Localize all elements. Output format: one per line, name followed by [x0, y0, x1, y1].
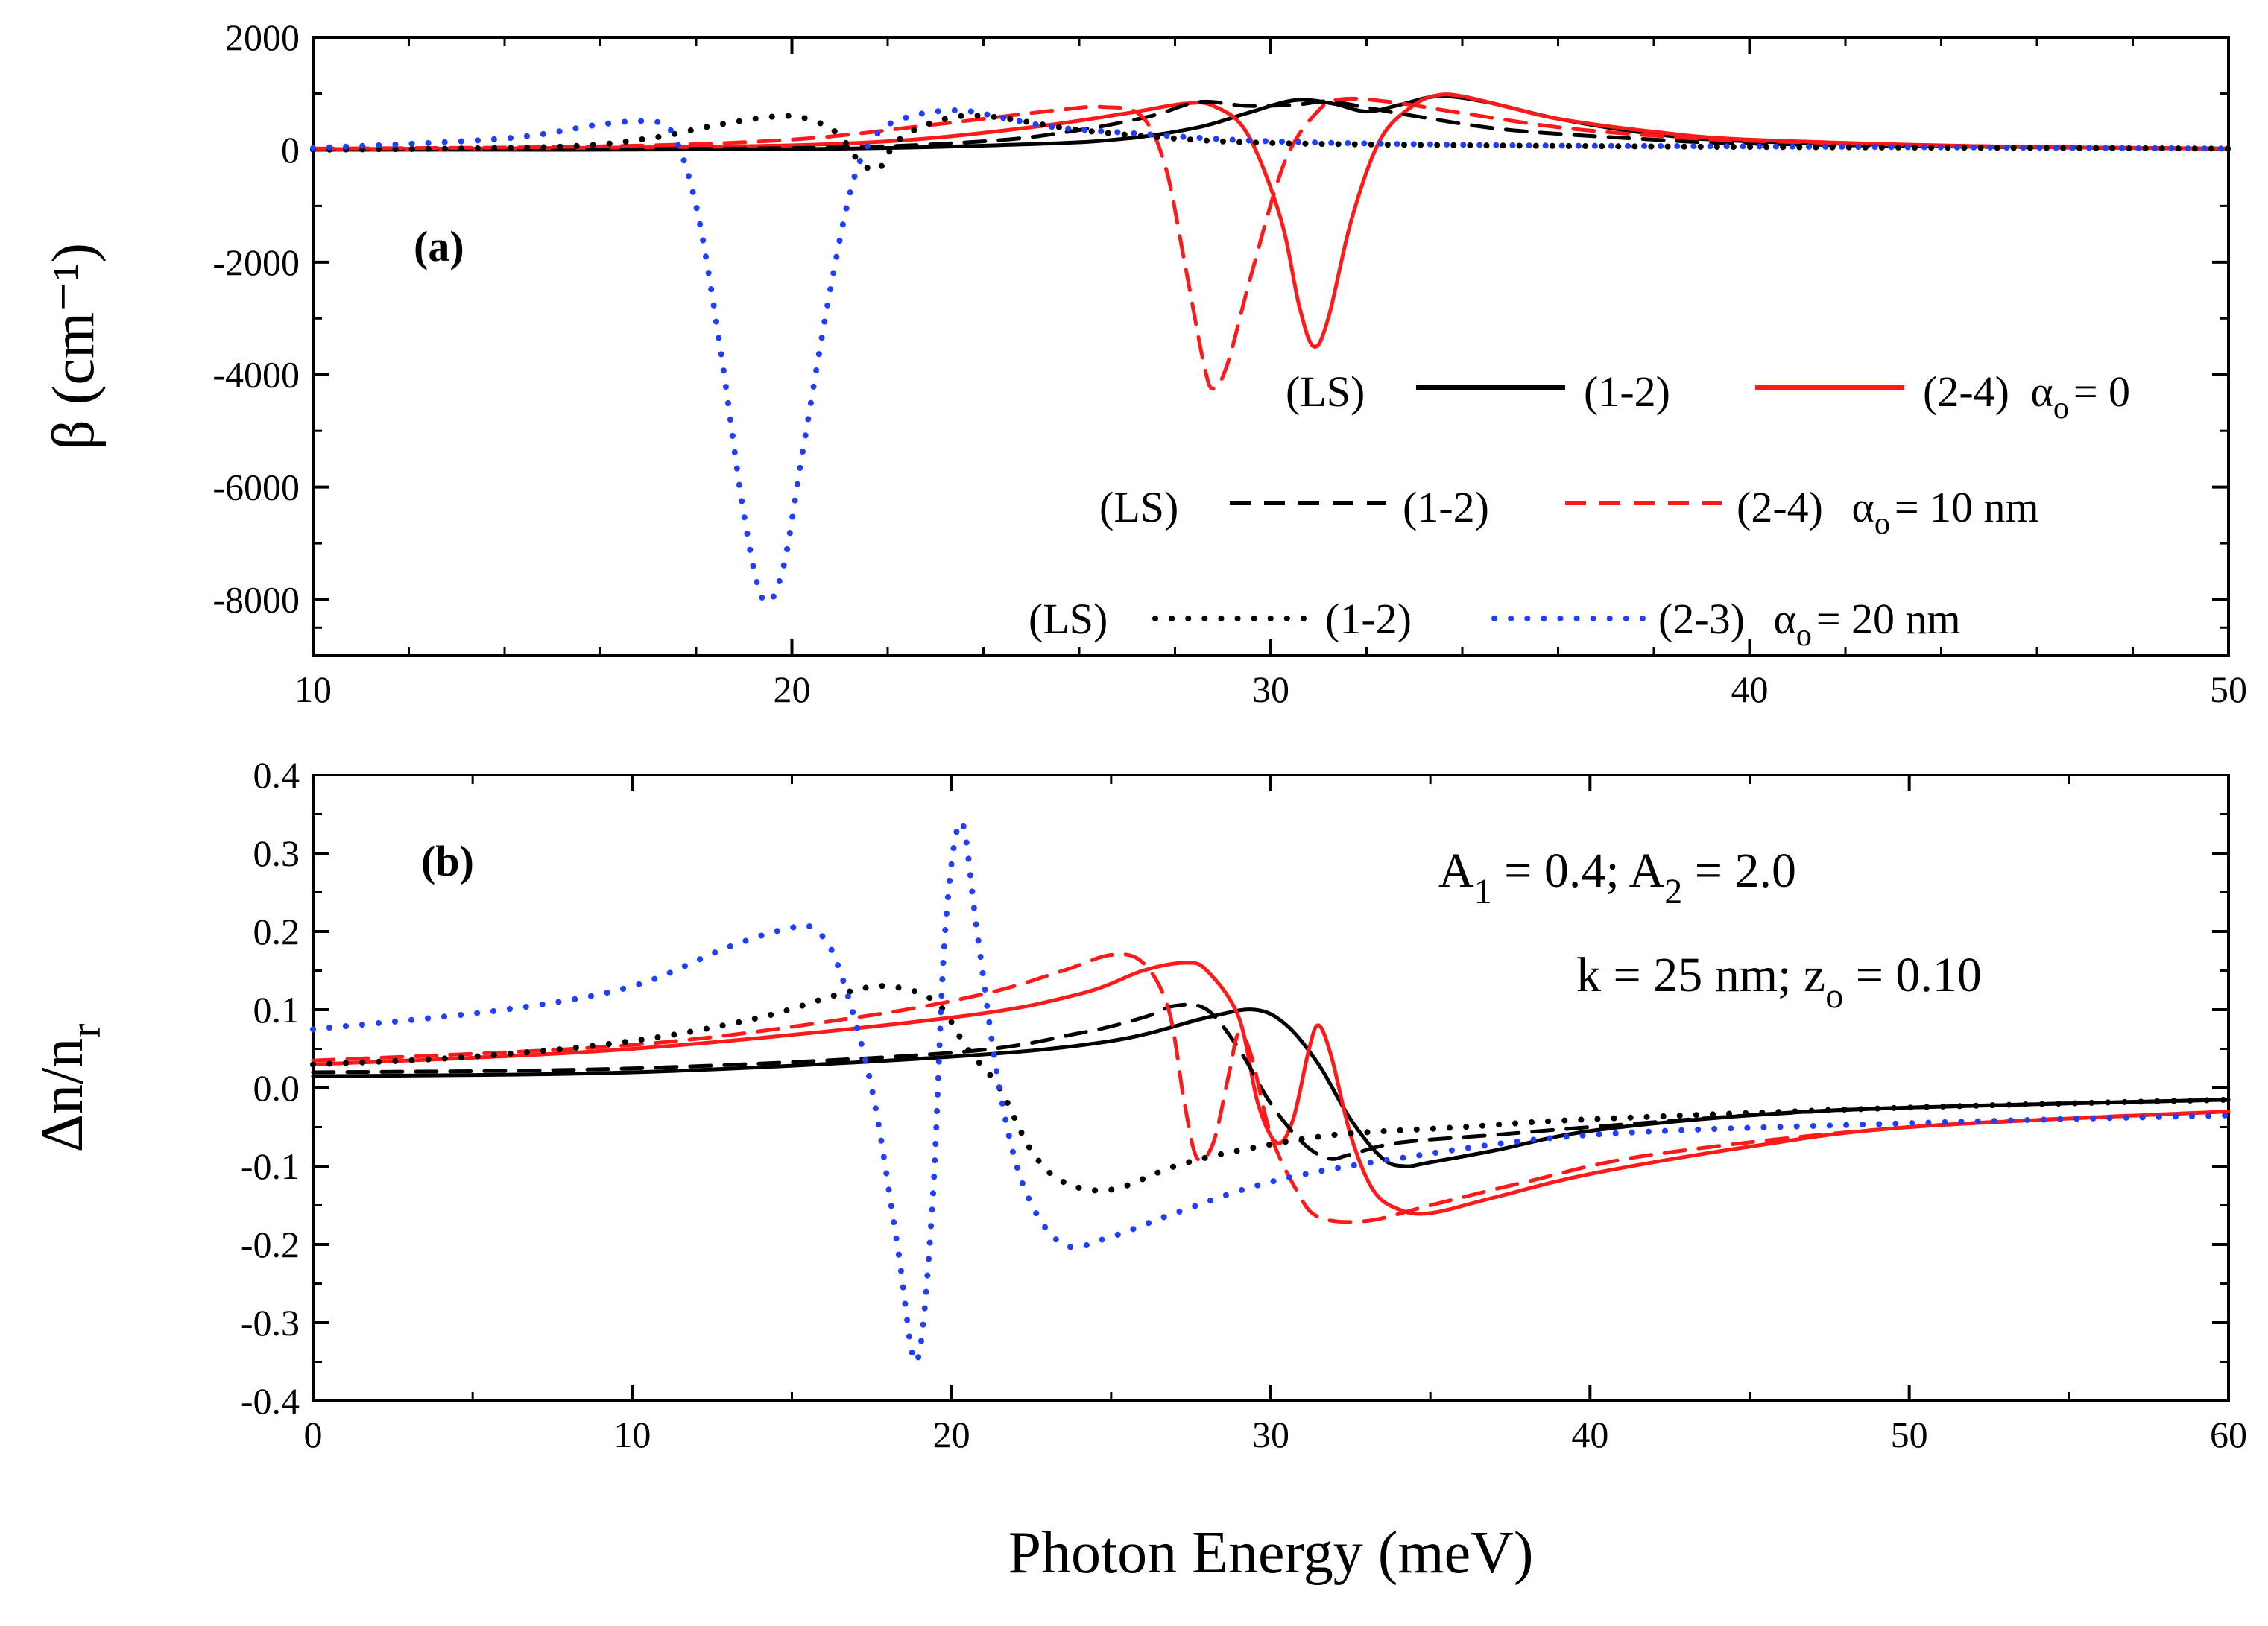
y-tick-label: -8000 [212, 579, 300, 621]
series-line-red-solid [311, 92, 2231, 349]
x-tick-label: 40 [1731, 668, 1769, 710]
y-tick-label: 0.4 [253, 754, 300, 796]
y-tick-label: -0.1 [241, 1145, 300, 1187]
series-line-red-dashed [311, 952, 2231, 1224]
legend-transition-label: (1-2) [1325, 595, 1412, 643]
legend-row-2: (LS) (1-2) (2-4) αo = 10 nm [1099, 483, 2039, 541]
legend-row-1: (LS) (1-2) (2-4) αo = 0 [1286, 367, 2130, 426]
legend-transition-label: (1-2) [1584, 367, 1670, 416]
series-line-black-dashed [311, 99, 2231, 152]
panel-a-series-group [310, 92, 2231, 606]
y-tick-label: 0.1 [253, 989, 300, 1031]
panel-a-label: (a) [414, 222, 464, 271]
panel-a-frame [312, 36, 2230, 657]
x-tick-label: 20 [933, 1414, 970, 1455]
series-line-red-solid [311, 961, 2231, 1216]
panel-a-ticks: 10 20 30 40 50 2000 0 -2000 -4000 -6000 -8000 [212, 16, 2247, 710]
x-tick-label: 40 [1571, 1414, 1608, 1455]
panel-b-label: (b) [421, 837, 474, 885]
y-tick-label: -0.2 [241, 1224, 300, 1265]
x-tick-label: 10 [294, 668, 332, 710]
x-tick-label: 30 [1252, 1414, 1289, 1455]
y-tick-label: 0.2 [253, 911, 300, 952]
x-tick-label: 10 [613, 1414, 651, 1455]
series-line-black-dotted [310, 983, 2231, 1194]
series-line-black-dotted [310, 113, 2231, 174]
panel-b-series-group [310, 819, 2231, 1365]
panel-b-ticks: 0 10 20 30 40 50 60 0.4 0.3 0.2 0.1 0.0 -0.1 -0.2 -0.3… [241, 754, 2247, 1455]
x-tick-label: 50 [1891, 1414, 1928, 1455]
legend-ls-label: (LS) [1099, 483, 1178, 531]
panel-b-chart: 0 10 20 30 40 50 60 0.4 0.3 0.2 0.1 0.0 -0.1 -0.2 -0.3… [30, 754, 2247, 1455]
panel-a-y-axis-title: β (cm⁻¹) [41, 243, 107, 450]
legend-transition-label: (1-2) [1403, 483, 1489, 531]
y-tick-label: -0.4 [241, 1380, 300, 1422]
y-tick-label: -0.3 [241, 1302, 300, 1344]
y-tick-label: -4000 [212, 354, 300, 396]
series-line-blue-dotted [310, 819, 2231, 1365]
y-tick-label: 0.3 [253, 832, 300, 874]
legend-row-3: (LS) (1-2) (2-3) αo = 20 nm [1029, 595, 1961, 653]
x-tick-label: 20 [774, 668, 811, 710]
x-tick-label: 30 [1252, 668, 1289, 710]
legend-transition-label: (2-4) αo = 0 [1923, 367, 2130, 426]
x-tick-label: 50 [2210, 668, 2247, 710]
y-tick-label: 2000 [225, 16, 300, 58]
x-tick-label: 60 [2210, 1414, 2247, 1455]
y-tick-label: 0 [281, 129, 300, 171]
legend-transition-label: (2-3) αo = 20 nm [1658, 595, 1961, 653]
legend-ls-label: (LS) [1029, 595, 1108, 643]
parameter-annotation-2: k = 25 nm; zo = 0.10 [1576, 948, 1982, 1016]
y-tick-label: -2000 [212, 241, 300, 283]
x-tick-label: 0 [304, 1414, 323, 1455]
legend-transition-label: (2-4) αo = 10 nm [1737, 483, 2039, 541]
panel-b-y-axis-title: Δn/nr [30, 1024, 110, 1153]
y-tick-label: 0.0 [253, 1067, 300, 1109]
series-line-red-dashed [311, 96, 2231, 391]
parameter-annotation-1: A1 = 0.4; A2 = 2.0 [1438, 844, 1796, 911]
series-line-black-dashed [311, 1002, 2231, 1161]
y-tick-label: -6000 [212, 466, 300, 508]
panel-b-frame [312, 774, 2230, 1402]
legend-ls-label: (LS) [1286, 367, 1365, 416]
x-axis-title: Photon Energy (meV) [1008, 1520, 1533, 1586]
